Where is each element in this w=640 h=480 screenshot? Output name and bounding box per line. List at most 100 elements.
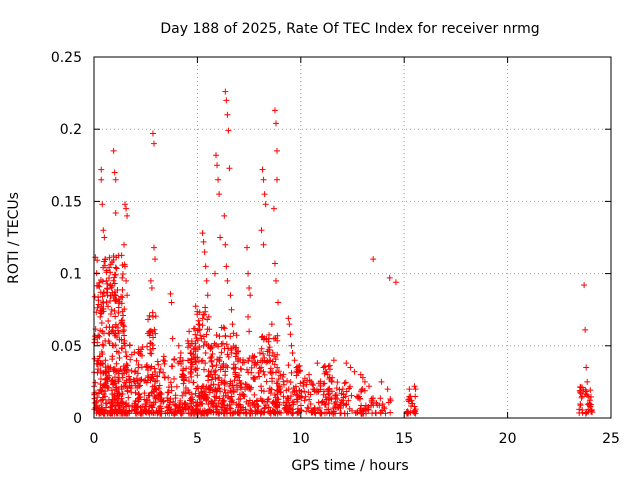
- data-point: [133, 357, 140, 364]
- data-point: [271, 353, 278, 360]
- data-point: [97, 380, 104, 387]
- data-point: [252, 410, 259, 417]
- data-point: [164, 409, 171, 416]
- data-point: [175, 342, 182, 349]
- data-point: [151, 326, 158, 333]
- data-point: [178, 361, 185, 368]
- data-point: [124, 387, 131, 394]
- data-point: [406, 386, 413, 393]
- data-point: [584, 378, 591, 385]
- data-point: [94, 304, 101, 311]
- data-point: [586, 397, 593, 404]
- data-point: [217, 366, 224, 373]
- data-point: [128, 389, 135, 396]
- data-point: [105, 396, 112, 403]
- data-point: [183, 365, 190, 372]
- data-point: [221, 381, 228, 388]
- data-point: [577, 402, 584, 409]
- data-point: [132, 389, 139, 396]
- data-point: [304, 404, 311, 411]
- data-point: [290, 398, 297, 405]
- data-point: [286, 321, 293, 328]
- data-point: [298, 395, 305, 402]
- data-point: [411, 407, 418, 414]
- data-point: [229, 410, 236, 417]
- data-point: [123, 377, 130, 384]
- data-point: [285, 315, 292, 322]
- data-point: [295, 368, 302, 375]
- data-point: [280, 399, 287, 406]
- data-point: [300, 382, 307, 389]
- data-point: [118, 320, 125, 327]
- data-point: [208, 353, 215, 360]
- data-point: [209, 398, 216, 405]
- data-point: [289, 410, 296, 417]
- data-point: [177, 350, 184, 357]
- data-point: [103, 277, 110, 284]
- data-point: [354, 409, 361, 416]
- data-point: [320, 391, 327, 398]
- data-point: [243, 410, 250, 417]
- data-point: [224, 277, 231, 284]
- data-point: [112, 264, 119, 271]
- data-point: [201, 407, 208, 414]
- data-point: [160, 357, 167, 364]
- data-point: [182, 390, 189, 397]
- data-point: [268, 321, 275, 328]
- data-point: [222, 241, 229, 248]
- data-point: [294, 409, 301, 416]
- data-point: [171, 375, 178, 382]
- data-point: [170, 398, 177, 405]
- data-point: [123, 353, 130, 360]
- data-point: [223, 341, 230, 348]
- data-point: [341, 410, 348, 417]
- data-point: [272, 277, 279, 284]
- data-point: [333, 385, 340, 392]
- data-point: [97, 410, 104, 417]
- y-tick-label: 0.05: [51, 339, 82, 355]
- data-point: [161, 358, 168, 365]
- data-point: [135, 398, 142, 405]
- data-point: [229, 382, 236, 389]
- data-point: [200, 238, 207, 245]
- data-point: [186, 328, 193, 335]
- data-point: [284, 402, 291, 409]
- data-point: [112, 292, 119, 299]
- data-point: [115, 327, 122, 334]
- data-point: [276, 409, 283, 416]
- data-point: [366, 383, 373, 390]
- data-point: [168, 363, 175, 370]
- data-point: [145, 316, 152, 323]
- data-point: [301, 375, 308, 382]
- data-point: [110, 381, 117, 388]
- data-point: [195, 327, 202, 334]
- data-point: [285, 397, 292, 404]
- data-point: [280, 378, 287, 385]
- data-point: [212, 403, 219, 410]
- data-point: [252, 375, 259, 382]
- data-point: [104, 280, 111, 287]
- data-point: [248, 364, 255, 371]
- data-point: [102, 393, 109, 400]
- data-point: [293, 364, 300, 371]
- data-point: [260, 368, 267, 375]
- data-point: [270, 335, 277, 342]
- data-point: [270, 409, 277, 416]
- data-point: [173, 383, 180, 390]
- data-point: [209, 374, 216, 381]
- data-point: [121, 323, 128, 330]
- y-tick-label: 0.2: [60, 122, 82, 138]
- data-point: [280, 371, 287, 378]
- data-point: [225, 394, 232, 401]
- data-point: [150, 334, 157, 341]
- data-point: [261, 405, 268, 412]
- data-point: [109, 391, 116, 398]
- data-point: [227, 345, 234, 352]
- data-point: [226, 405, 233, 412]
- data-point: [145, 374, 152, 381]
- data-point: [247, 402, 254, 409]
- data-point: [177, 407, 184, 414]
- data-point: [297, 402, 304, 409]
- data-point: [105, 317, 112, 324]
